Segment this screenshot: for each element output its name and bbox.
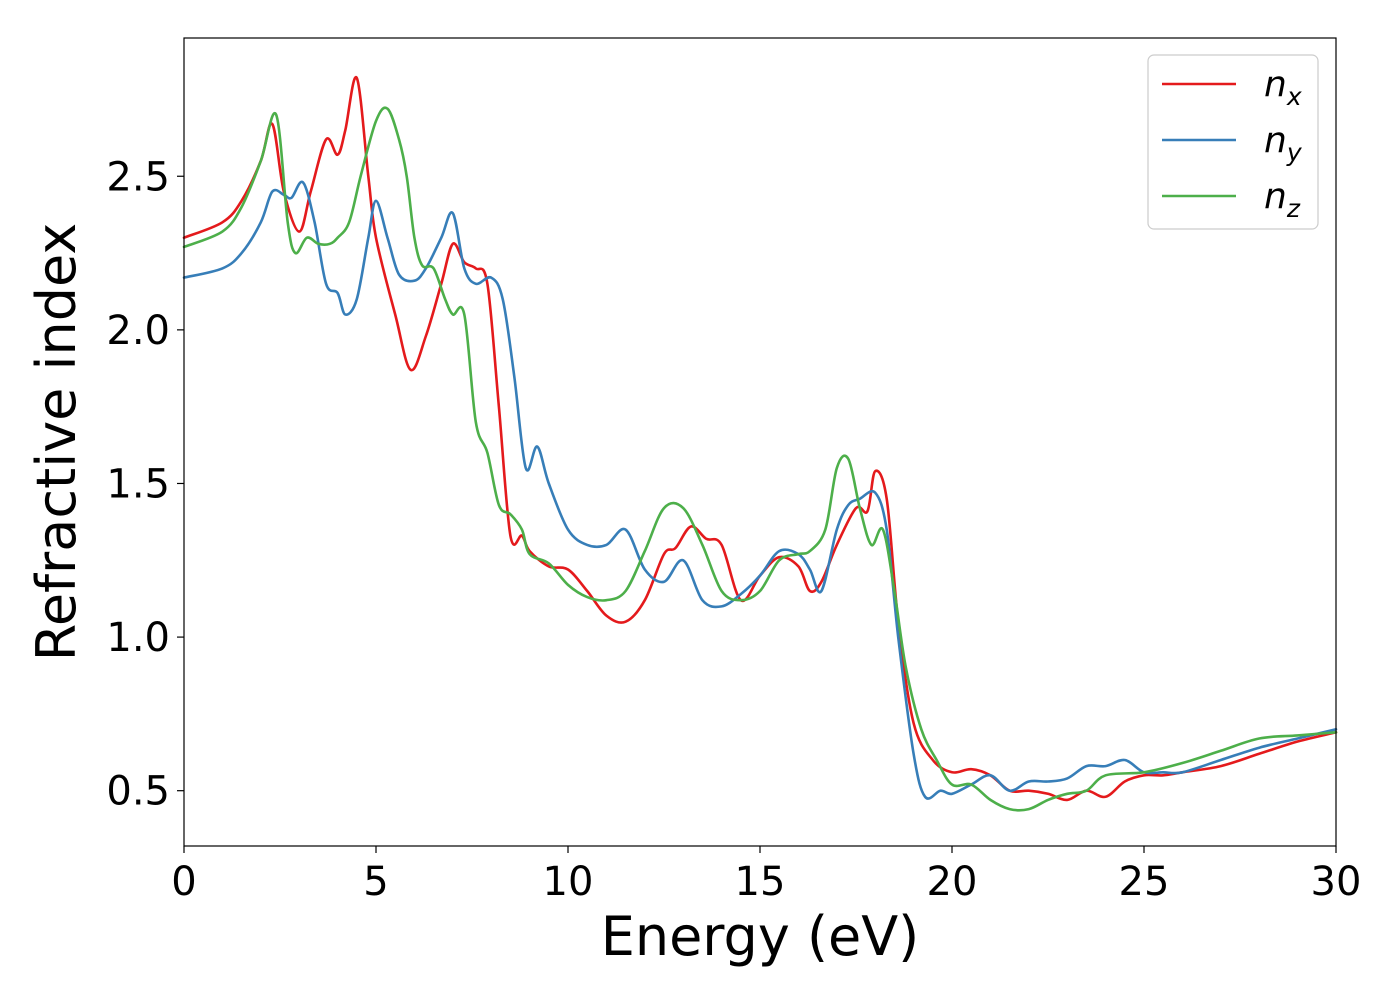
x-tick-label: 0	[171, 859, 196, 905]
legend-label-nx: nx	[1264, 64, 1302, 111]
x-axis-ticks: 0 5 10 15 20 25 30	[171, 846, 1361, 905]
y-axis-title: Refractive index	[25, 223, 88, 662]
x-tick-label: 25	[1119, 859, 1170, 905]
x-tick-label: 30	[1311, 859, 1362, 905]
series-line-nx	[182, 75, 1338, 802]
legend-box	[1147, 54, 1319, 230]
x-tick-label: 10	[543, 859, 594, 905]
y-tick-label: 2.5	[106, 154, 170, 200]
y-axis-ticks: 0.5 1.0 1.5 2.0 2.5	[106, 154, 184, 815]
series-line-ny	[182, 180, 1338, 800]
y-tick-label: 0.5	[106, 769, 170, 815]
series-layer	[182, 75, 1338, 812]
series-line-nz	[182, 106, 1338, 812]
y-tick-label: 1.0	[106, 615, 170, 661]
x-tick-label: 5	[363, 859, 388, 905]
x-axis-title: Energy (eV)	[601, 905, 920, 968]
y-tick-label: 2.0	[106, 308, 170, 354]
x-tick-label: 15	[735, 859, 786, 905]
legend-label-ny: ny	[1264, 120, 1303, 167]
x-tick-label: 20	[927, 859, 978, 905]
y-tick-label: 1.5	[106, 461, 170, 507]
